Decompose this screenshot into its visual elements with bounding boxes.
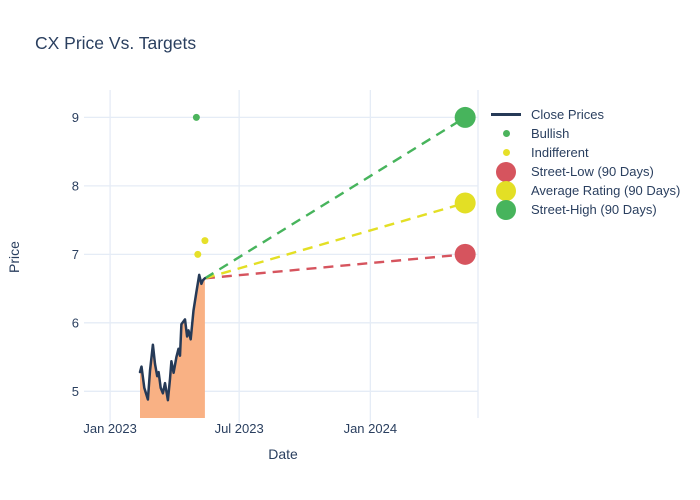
legend-item-average-rating-days-[interactable]: Average Rating (90 Days) bbox=[486, 180, 681, 201]
close-prices-area-fill bbox=[140, 274, 205, 418]
trend-line-street-low-days- bbox=[204, 253, 466, 280]
legend-circle-swatch bbox=[486, 161, 526, 182]
rating-dot-bullish bbox=[192, 113, 200, 121]
y-axis-title: Price bbox=[6, 241, 22, 273]
y-tick-label: 9 bbox=[72, 110, 79, 125]
legend-item-label: Close Prices bbox=[531, 107, 604, 122]
y-tick-label: 5 bbox=[72, 384, 79, 399]
close-prices-line bbox=[138, 273, 207, 402]
dot-swatch-icon bbox=[496, 161, 516, 182]
line-swatch-icon bbox=[491, 113, 521, 116]
y-tick-label: 8 bbox=[72, 178, 79, 193]
legend-item-label: Street-Low (90 Days) bbox=[531, 164, 654, 179]
legend-item-label: Bullish bbox=[531, 126, 570, 141]
x-tick-label: Jul 2023 bbox=[215, 421, 264, 436]
legend-item-street-low-days-[interactable]: Street-Low (90 Days) bbox=[486, 161, 680, 182]
target-marker-street-low-days- bbox=[454, 243, 476, 265]
legend-item-street-high-days-[interactable]: Street-High (90 Days) bbox=[486, 199, 680, 220]
dot-swatch-icon bbox=[502, 149, 510, 156]
x-tick-label: Jan 2023 bbox=[83, 421, 137, 436]
legend: Close Prices Bullish Indifferent Street-Low… bbox=[486, 105, 681, 220]
chart-title: CX Price Vs. Targets bbox=[35, 33, 197, 53]
legend-circle-swatch bbox=[486, 180, 526, 201]
legend-dot-swatch bbox=[486, 149, 526, 156]
legend-item-bullish[interactable]: Bullish bbox=[486, 124, 680, 143]
legend-circle-swatch bbox=[486, 199, 526, 220]
legend-item-close-prices[interactable]: Close Prices bbox=[486, 105, 680, 124]
trend-line-average-rating-days- bbox=[204, 201, 466, 280]
y-tick-label: 6 bbox=[72, 315, 79, 330]
legend-item-indifferent[interactable]: Indifferent bbox=[486, 143, 680, 162]
rating-dot-indifferent bbox=[194, 250, 202, 258]
x-axis-title: Date bbox=[268, 446, 298, 462]
legend-item-label: Average Rating (90 Days) bbox=[531, 183, 681, 198]
dot-swatch-icon bbox=[496, 180, 516, 201]
x-tick-label: Jan 2024 bbox=[344, 421, 398, 436]
dot-swatch-icon bbox=[502, 130, 510, 137]
dot-swatch-icon bbox=[496, 199, 516, 220]
y-tick-label: 7 bbox=[72, 247, 79, 262]
target-marker-average-rating-days- bbox=[454, 192, 476, 214]
legend-item-label: Indifferent bbox=[531, 145, 589, 160]
rating-dot-indifferent bbox=[201, 237, 209, 245]
target-marker-street-high-days- bbox=[454, 106, 476, 128]
legend-dot-swatch bbox=[486, 130, 526, 137]
legend-line-swatch bbox=[486, 113, 526, 116]
legend-item-label: Street-High (90 Days) bbox=[531, 202, 657, 217]
